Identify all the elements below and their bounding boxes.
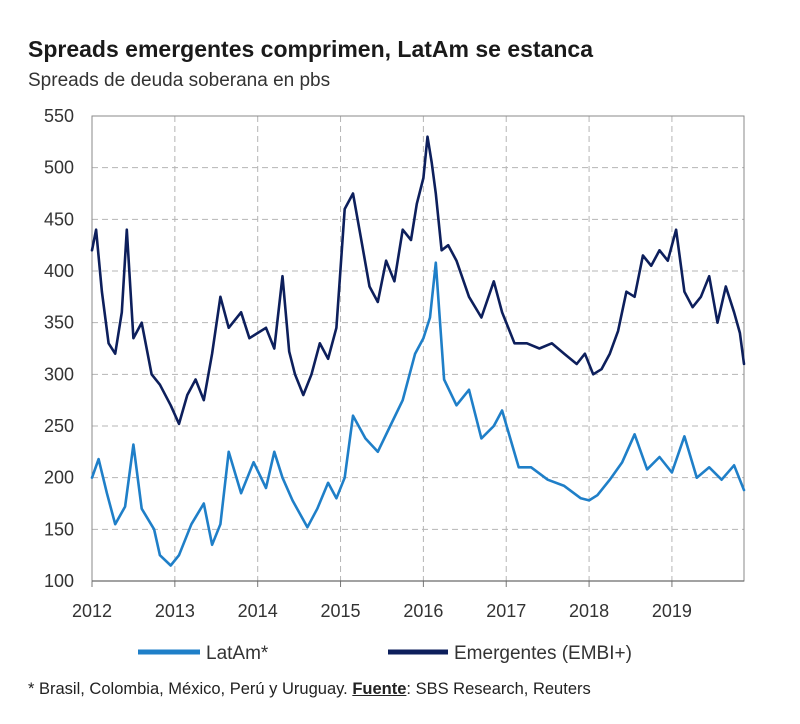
footnote-source-text: : SBS Research, Reuters	[406, 680, 591, 698]
y-tick-label: 100	[44, 571, 74, 591]
chart-subtitle: Spreads de deuda soberana en pbs	[28, 70, 331, 91]
x-tick-label: 2013	[155, 601, 195, 621]
legend-label-embi: Emergentes (EMBI+)	[454, 643, 632, 664]
x-tick-label: 2014	[238, 601, 278, 621]
y-tick-label: 300	[44, 364, 74, 384]
series-lines	[90, 135, 746, 567]
legend-label-latam: LatAm*	[206, 643, 269, 664]
x-tick-label: 2012	[72, 601, 112, 621]
x-tick-label: 2019	[652, 601, 692, 621]
x-axis-tick-labels: 2012 2013 2014 2015 2016 2017 2018 2019	[72, 601, 692, 621]
footnote: * Brasil, Colombia, México, Perú y Urugu…	[28, 680, 591, 699]
axes	[91, 115, 745, 587]
y-tick-label: 550	[44, 106, 74, 126]
y-tick-label: 500	[44, 158, 74, 178]
y-axis-tick-labels: 100 150 200 250 300 350 400 450 500 550	[44, 106, 74, 591]
series-line-embi	[90, 135, 746, 426]
x-tick-label: 2016	[403, 601, 443, 621]
footnote-source-label: Fuente	[352, 680, 407, 698]
y-tick-label: 400	[44, 261, 74, 281]
y-tick-label: 150	[44, 519, 74, 539]
y-tick-label: 350	[44, 313, 74, 333]
series-line-latam	[90, 261, 746, 567]
y-tick-label: 200	[44, 468, 74, 488]
chart-title: Spreads emergentes comprimen, LatAm se e…	[28, 36, 594, 62]
footnote-countries: * Brasil, Colombia, México, Perú y Urugu…	[28, 680, 353, 698]
x-tick-label: 2015	[321, 601, 361, 621]
y-tick-label: 250	[44, 416, 74, 436]
x-tick-label: 2018	[569, 601, 609, 621]
y-tick-label: 450	[44, 209, 74, 229]
x-tick-label: 2017	[486, 601, 526, 621]
legend: LatAm* Emergentes (EMBI+)	[138, 643, 632, 664]
